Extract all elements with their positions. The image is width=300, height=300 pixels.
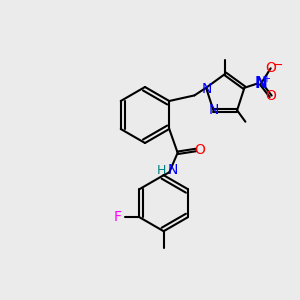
Text: O: O bbox=[265, 89, 276, 103]
Text: F: F bbox=[113, 210, 122, 224]
Text: N: N bbox=[202, 82, 212, 96]
Text: O: O bbox=[265, 61, 276, 75]
Text: H: H bbox=[157, 164, 166, 177]
Text: N: N bbox=[167, 164, 178, 177]
Text: N: N bbox=[208, 103, 219, 117]
Text: N: N bbox=[254, 76, 267, 91]
Text: +: + bbox=[262, 74, 270, 84]
Text: O: O bbox=[194, 143, 205, 157]
Text: −: − bbox=[272, 59, 283, 72]
